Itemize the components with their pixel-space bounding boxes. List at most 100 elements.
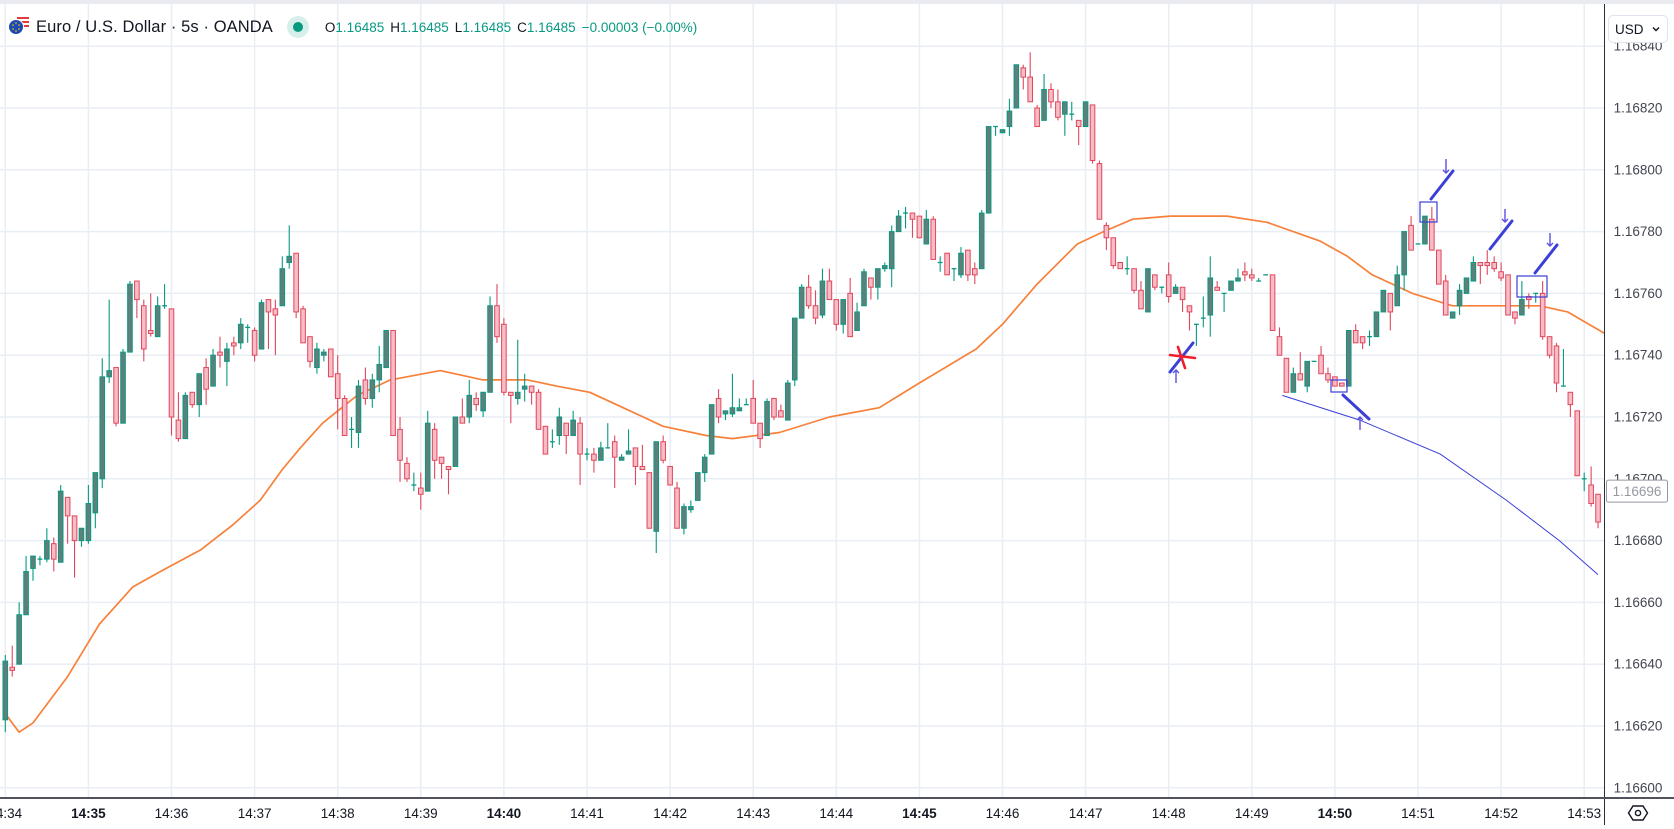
candle [903,206,908,229]
candle [1027,52,1034,103]
candle [1283,357,1290,393]
currency-button[interactable]: USD [1608,15,1668,43]
candle-body [1110,237,1117,267]
candle-body [1325,373,1331,381]
candle-body [314,348,320,369]
candle-body [1048,88,1054,103]
candle [1089,104,1096,164]
candle-body [9,666,16,671]
candle [418,472,424,510]
candle [861,268,867,307]
candle [508,391,514,424]
candle [1242,262,1248,282]
candle-body [147,329,154,335]
candle-body [438,456,445,464]
candle [688,500,694,513]
candle [314,342,320,374]
candle [743,398,749,406]
candle-body [1332,376,1338,387]
candle [466,379,473,424]
highlight-box[interactable] [1516,275,1548,298]
candle-body [757,422,763,440]
candle [1477,262,1484,285]
candle [888,225,895,288]
candle [521,373,528,402]
time-axis[interactable] [0,798,1674,825]
candle [334,355,341,430]
market-open-status-icon[interactable] [286,16,309,38]
highlight-box[interactable] [1419,201,1438,223]
symbol-title[interactable]: Euro / U.S. Dollar · 5s · OANDA [36,17,273,36]
down-arrow-icon[interactable] [1501,209,1509,223]
drawn-line[interactable] [1429,169,1455,201]
candle [2,654,9,733]
drawings-layer[interactable] [1168,159,1599,575]
candle-body [182,394,189,440]
last-price-label: 1.16696 [1613,484,1662,499]
candle-body [237,323,244,344]
candle-body [930,218,937,260]
down-arrow-icon[interactable] [1442,159,1450,174]
candle [611,435,618,489]
candle-body [217,351,223,356]
up-arrow-icon[interactable] [1172,369,1180,383]
candle-body [1470,262,1477,282]
candle [162,284,167,309]
candle [1006,98,1013,136]
down-arrow-icon[interactable] [1546,233,1554,247]
candle [1110,237,1117,269]
drawn-trend-curve[interactable] [1282,394,1599,575]
candle [57,484,64,563]
candle [473,392,479,411]
candle [37,556,43,566]
highlight-box[interactable] [1330,379,1348,393]
candle [1069,101,1075,121]
time-tick-label: 14:36 [155,806,189,821]
candle [965,249,971,282]
candle [667,465,673,486]
candle-body [695,472,701,501]
time-tick-label: 14:47 [1069,806,1103,821]
candle [189,391,196,408]
candle-body [722,410,729,415]
candle [231,336,237,356]
candle-body [272,308,279,316]
up-arrow-icon[interactable] [1356,416,1364,430]
candle-body [958,252,964,276]
drawn-line[interactable] [1533,243,1559,275]
candle-body [258,302,265,350]
gear-hexagon-icon[interactable] [1627,802,1649,824]
candle [23,556,29,616]
candle-body [646,472,653,529]
red-x-mark[interactable] [1176,345,1187,370]
candle [591,447,597,473]
candle-body [625,450,632,455]
drawn-line[interactable] [1341,393,1371,421]
candle [701,454,708,482]
candle-body [923,218,930,245]
ohlc-values: O1.16485 H1.16485 L1.16485 C1.16485 −0.0… [325,20,697,35]
candle [127,281,133,353]
candle [1096,160,1103,220]
candle-body [688,506,694,511]
symbol-legend[interactable]: Euro / U.S. Dollar · 5s · OANDA O1.16485… [8,14,697,40]
candle [272,299,279,356]
time-tick-label: 14:51 [1401,806,1435,821]
candle [383,329,389,369]
candle [494,284,500,343]
price-axis[interactable] [1604,4,1674,825]
candle-body [1214,286,1220,291]
candle-body [1553,345,1560,384]
candle [99,358,106,489]
candle-body [1477,262,1484,267]
candle-body [168,308,175,418]
candle-body [1235,277,1241,282]
candle-body [134,280,140,301]
candle-body [1096,163,1103,220]
arrow-head [1442,169,1450,174]
drawn-line[interactable] [1488,219,1514,251]
candle [1574,410,1581,477]
candle [1367,330,1372,346]
candle-body [715,397,722,418]
